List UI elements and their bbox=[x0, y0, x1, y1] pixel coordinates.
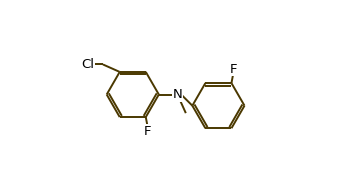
Text: F: F bbox=[230, 63, 237, 76]
Text: F: F bbox=[144, 125, 151, 138]
Text: Cl: Cl bbox=[82, 58, 95, 71]
Text: N: N bbox=[173, 88, 182, 101]
